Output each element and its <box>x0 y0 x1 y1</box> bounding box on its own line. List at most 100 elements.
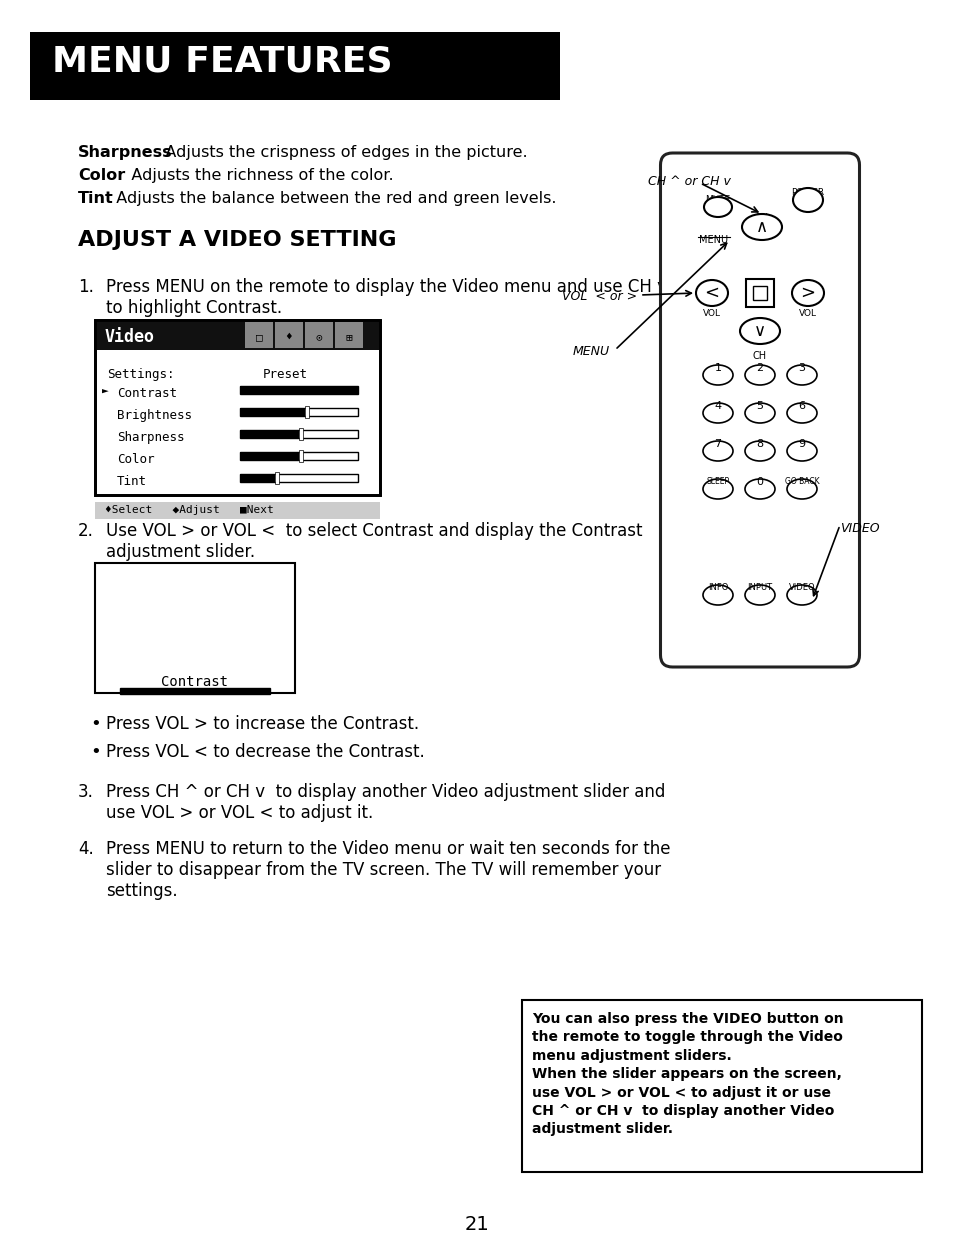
Ellipse shape <box>786 366 816 385</box>
Text: ♦: ♦ <box>285 332 292 342</box>
Text: VIDEO: VIDEO <box>788 583 815 592</box>
Ellipse shape <box>744 585 774 605</box>
Bar <box>95 320 379 495</box>
Text: Preset: Preset <box>263 368 308 382</box>
Text: Use VOL > or VOL <  to select Contrast and display the Contrast
adjustment slide: Use VOL > or VOL < to select Contrast an… <box>106 522 641 561</box>
Bar <box>240 387 357 394</box>
Text: Tint: Tint <box>117 475 147 488</box>
Text: 3: 3 <box>798 363 804 373</box>
Text: 9: 9 <box>798 438 804 450</box>
Text: Color: Color <box>117 453 154 466</box>
Bar <box>240 452 298 459</box>
Text: Video: Video <box>105 329 154 346</box>
Ellipse shape <box>791 280 823 306</box>
Ellipse shape <box>744 403 774 424</box>
Ellipse shape <box>703 198 731 217</box>
Ellipse shape <box>702 479 732 499</box>
Bar <box>305 322 333 348</box>
Ellipse shape <box>702 366 732 385</box>
Bar <box>305 406 309 417</box>
Ellipse shape <box>702 403 732 424</box>
Ellipse shape <box>741 214 781 240</box>
Text: POWER: POWER <box>791 188 823 198</box>
Text: Tint: Tint <box>78 191 113 206</box>
Text: VOL  < or >: VOL < or > <box>561 290 637 303</box>
Text: 5: 5 <box>756 401 762 411</box>
Ellipse shape <box>696 280 727 306</box>
Text: ∧: ∧ <box>755 219 767 236</box>
Bar <box>240 474 275 482</box>
Text: INPUT: INPUT <box>746 583 772 592</box>
Text: You can also press the VIDEO button on
the remote to toggle through the Video
me: You can also press the VIDEO button on t… <box>532 1011 842 1136</box>
Text: VOL: VOL <box>799 309 816 317</box>
Text: Contrast: Contrast <box>161 676 229 689</box>
Bar <box>275 472 279 484</box>
Text: Contrast: Contrast <box>117 387 177 400</box>
Text: MENU: MENU <box>573 345 610 358</box>
Text: Color: Color <box>78 168 125 183</box>
Text: 2: 2 <box>756 363 762 373</box>
Ellipse shape <box>744 441 774 461</box>
Text: 1: 1 <box>714 363 720 373</box>
Bar <box>95 501 379 519</box>
Ellipse shape <box>786 479 816 499</box>
Text: ⊙: ⊙ <box>315 332 322 342</box>
Text: 8: 8 <box>756 438 762 450</box>
Text: •: • <box>90 743 101 761</box>
Ellipse shape <box>744 479 774 499</box>
Text: Press CH ^ or CH v  to display another Video adjustment slider and
use VOL > or : Press CH ^ or CH v to display another Vi… <box>106 783 664 821</box>
Ellipse shape <box>786 403 816 424</box>
Bar <box>240 408 357 416</box>
Text: Press MENU to return to the Video menu or wait ten seconds for the
slider to dis: Press MENU to return to the Video menu o… <box>106 840 670 899</box>
Text: 21: 21 <box>464 1215 489 1234</box>
Text: SLEEP: SLEEP <box>706 477 729 487</box>
Text: ⊞: ⊞ <box>345 332 352 342</box>
Text: GO BACK: GO BACK <box>784 477 819 487</box>
Bar <box>335 322 363 348</box>
Text: 7: 7 <box>714 438 720 450</box>
Bar <box>95 320 379 495</box>
Text: Sharpness: Sharpness <box>78 144 172 161</box>
Text: 3.: 3. <box>78 783 93 802</box>
Ellipse shape <box>702 441 732 461</box>
Text: ADJUST A VIDEO SETTING: ADJUST A VIDEO SETTING <box>78 230 396 249</box>
Text: •: • <box>90 715 101 734</box>
Text: MUTE: MUTE <box>704 195 730 204</box>
Bar <box>298 429 303 440</box>
Ellipse shape <box>792 188 822 212</box>
Bar <box>95 320 379 350</box>
Text: INFO: INFO <box>707 583 727 592</box>
Text: 0: 0 <box>756 477 762 487</box>
Bar <box>240 387 357 394</box>
FancyBboxPatch shape <box>659 153 859 667</box>
Ellipse shape <box>786 585 816 605</box>
Bar <box>752 287 766 300</box>
Text: Sharpness: Sharpness <box>117 431 184 445</box>
Bar <box>274 322 303 348</box>
Text: Press MENU on the remote to display the Video menu and use CH v
to highlight Con: Press MENU on the remote to display the … <box>106 278 666 317</box>
Text: VIDEO: VIDEO <box>840 522 879 535</box>
Ellipse shape <box>744 366 774 385</box>
Text: VOL: VOL <box>702 309 720 317</box>
Text: MENU FEATURES: MENU FEATURES <box>52 44 393 79</box>
Text: 2.: 2. <box>78 522 93 540</box>
Text: 4.: 4. <box>78 840 93 858</box>
Bar <box>240 474 357 482</box>
Text: CH: CH <box>754 212 768 224</box>
Bar <box>30 32 559 100</box>
Ellipse shape <box>740 317 780 345</box>
Text: 4: 4 <box>714 401 720 411</box>
Text: Press VOL > to increase the Contrast.: Press VOL > to increase the Contrast. <box>106 715 418 734</box>
Text: Adjusts the crispness of edges in the picture.: Adjusts the crispness of edges in the pi… <box>150 144 527 161</box>
Bar <box>298 450 303 462</box>
Text: Settings:: Settings: <box>107 368 174 382</box>
Text: ►: ► <box>102 387 109 396</box>
Bar <box>245 322 273 348</box>
Bar <box>240 430 357 438</box>
Text: <: < <box>703 284 719 303</box>
Text: CH: CH <box>752 351 766 361</box>
Text: Adjusts the richness of the color.: Adjusts the richness of the color. <box>116 168 394 183</box>
Text: 1.: 1. <box>78 278 93 296</box>
FancyBboxPatch shape <box>665 158 854 662</box>
Bar <box>240 430 298 438</box>
